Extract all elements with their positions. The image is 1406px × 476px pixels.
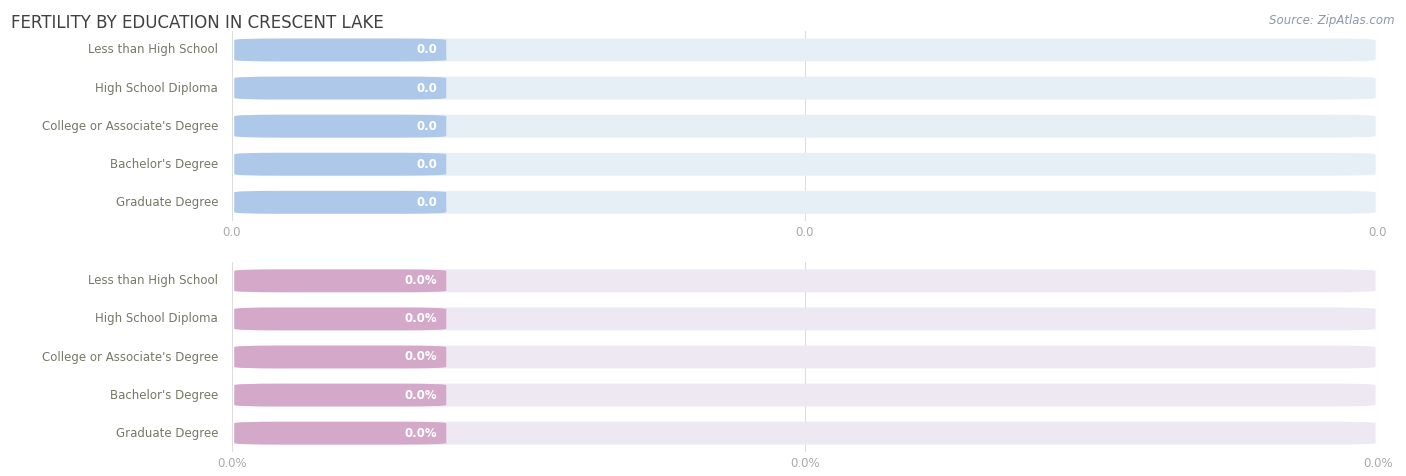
Text: Graduate Degree: Graduate Degree [115,196,218,209]
Text: Source: ZipAtlas.com: Source: ZipAtlas.com [1270,14,1395,27]
Text: FERTILITY BY EDUCATION IN CRESCENT LAKE: FERTILITY BY EDUCATION IN CRESCENT LAKE [11,14,384,32]
Text: High School Diploma: High School Diploma [96,81,218,95]
FancyBboxPatch shape [235,422,446,445]
FancyBboxPatch shape [235,422,1375,445]
Text: College or Associate's Degree: College or Associate's Degree [42,119,218,133]
FancyBboxPatch shape [235,346,446,368]
Text: 0.0: 0.0 [416,196,437,209]
Text: 0.0: 0.0 [416,43,437,57]
Text: 0.0%: 0.0% [405,350,437,364]
FancyBboxPatch shape [235,346,1375,368]
Text: Bachelor's Degree: Bachelor's Degree [110,158,218,171]
FancyBboxPatch shape [235,115,446,138]
FancyBboxPatch shape [235,153,446,176]
FancyBboxPatch shape [235,307,1375,330]
Text: 0.0%: 0.0% [405,312,437,326]
FancyBboxPatch shape [235,77,446,99]
FancyBboxPatch shape [235,39,1375,61]
FancyBboxPatch shape [235,384,446,407]
Text: 0.0: 0.0 [416,81,437,95]
Text: 0.0: 0.0 [416,119,437,133]
FancyBboxPatch shape [235,307,446,330]
FancyBboxPatch shape [235,384,1375,407]
FancyBboxPatch shape [235,153,1375,176]
FancyBboxPatch shape [235,191,446,214]
Text: High School Diploma: High School Diploma [96,312,218,326]
Text: 0.0: 0.0 [416,158,437,171]
FancyBboxPatch shape [235,77,1375,99]
FancyBboxPatch shape [235,115,1375,138]
FancyBboxPatch shape [235,269,446,292]
Text: Graduate Degree: Graduate Degree [115,426,218,440]
FancyBboxPatch shape [235,191,1375,214]
Text: Bachelor's Degree: Bachelor's Degree [110,388,218,402]
Text: 0.0%: 0.0% [405,274,437,288]
Text: Less than High School: Less than High School [89,43,218,57]
Text: College or Associate's Degree: College or Associate's Degree [42,350,218,364]
FancyBboxPatch shape [235,269,1375,292]
Text: Less than High School: Less than High School [89,274,218,288]
FancyBboxPatch shape [235,39,446,61]
Text: 0.0%: 0.0% [405,426,437,440]
Text: 0.0%: 0.0% [405,388,437,402]
